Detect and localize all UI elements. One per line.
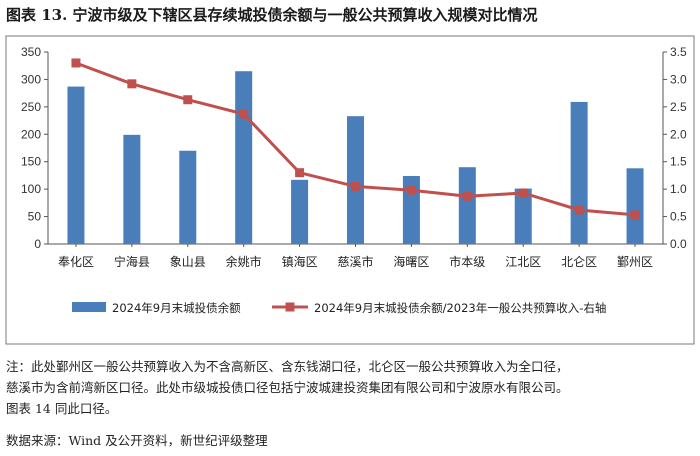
right-tick-label: 1.5 <box>670 155 687 169</box>
line-point <box>183 95 193 105</box>
figure-title: 图表 13. 宁波市级及下辖区县存续城投债余额与一般公共预算收入规模对比情况 <box>6 6 538 24</box>
bar-series <box>67 71 644 244</box>
category-label: 慈溪市 <box>337 254 373 269</box>
chart-container: 0 50 100 150 200 250 300 350 0.0 0.5 1.0 1.5 2.0 2.5 3… <box>0 32 700 348</box>
left-tick-label: 100 <box>21 182 41 196</box>
category-label: 奉化区 <box>58 255 94 269</box>
line-point <box>71 58 81 68</box>
left-tick-label: 250 <box>21 100 41 114</box>
legend-line-label: 2024年9月末城投债余额/2023年一般公共预算收入-右轴 <box>314 301 606 315</box>
category-label: 余姚市 <box>226 254 262 269</box>
left-tick-label: 0 <box>34 237 41 251</box>
bar <box>458 167 476 244</box>
combo-chart: 0 50 100 150 200 250 300 350 0.0 0.5 1.0 1.5 2.0 2.5 3… <box>5 35 695 345</box>
line-point <box>406 185 416 195</box>
bar <box>235 71 253 244</box>
right-tick-label: 1.0 <box>670 182 687 196</box>
axes: 0 50 100 150 200 250 300 350 0.0 0.5 1.0 1.5 2.0 2.5 3… <box>21 45 687 251</box>
bar <box>67 86 85 244</box>
line-point <box>295 168 305 178</box>
left-tick-label: 50 <box>28 210 42 224</box>
line-series <box>71 58 640 220</box>
right-tick-label: 2.0 <box>670 127 687 141</box>
legend-bar-swatch <box>72 302 106 312</box>
line-point <box>630 210 640 220</box>
note-line-1: 注：此处鄞州区一般公共预算收入为不含高新区、含东钱湖口径，北仑区一般公共预算收入… <box>6 359 569 374</box>
line-point <box>574 205 584 215</box>
data-source: 数据来源：Wind 及公开资料，新世纪评级整理 <box>6 433 268 448</box>
bar <box>123 134 141 244</box>
category-label: 象山县 <box>170 255 206 269</box>
note-line-2: 慈溪市为含前湾新区口径。此处市级城投债口径包括宁波城建投资集团有限公司和宁波原水… <box>6 380 569 395</box>
line-point <box>239 109 249 119</box>
legend-line-marker <box>285 302 295 312</box>
right-tick-label: 2.5 <box>670 100 687 114</box>
category-label: 宁海县 <box>114 254 150 269</box>
category-label: 北仑区 <box>561 255 597 269</box>
bar <box>291 179 309 244</box>
note-line-3: 图表 14 同此口径。 <box>6 401 118 416</box>
left-tick-label: 300 <box>21 72 41 86</box>
legend: 2024年9月末城投债余额 2024年9月末城投债余额/2023年一般公共预算收入… <box>72 301 606 315</box>
legend-bar-label: 2024年9月末城投债余额 <box>112 301 241 315</box>
category-label: 江北区 <box>505 255 541 269</box>
line-point <box>127 79 137 89</box>
category-labels: 奉化区 宁海县 象山县 余姚市 镇海区 慈溪市 海曙区 市本级 江北区 北仑区 鄞州区 <box>58 244 653 269</box>
category-label: 镇海区 <box>282 254 318 269</box>
notes: 注：此处鄞州区一般公共预算收入为不含高新区、含东钱湖口径，北仑区一般公共预算收入… <box>6 356 696 419</box>
right-tick-label: 0.0 <box>670 237 687 251</box>
right-tick-label: 0.5 <box>670 210 687 224</box>
plot-frame <box>5 35 695 345</box>
left-tick-label: 350 <box>21 45 41 59</box>
right-tick-label: 3.0 <box>670 72 687 86</box>
bar <box>179 150 197 244</box>
line-point <box>351 181 360 191</box>
left-tick-label: 200 <box>21 127 41 141</box>
category-label: 鄞州区 <box>617 255 653 269</box>
bar <box>514 188 532 244</box>
line-point <box>462 191 472 201</box>
bar <box>626 168 644 244</box>
line-point <box>518 188 528 198</box>
bar <box>570 101 588 244</box>
right-tick-label: 3.5 <box>670 45 687 59</box>
category-label: 海曙区 <box>393 254 429 269</box>
left-tick-label: 150 <box>21 155 41 169</box>
category-label: 市本级 <box>449 254 485 269</box>
bar <box>347 116 364 244</box>
